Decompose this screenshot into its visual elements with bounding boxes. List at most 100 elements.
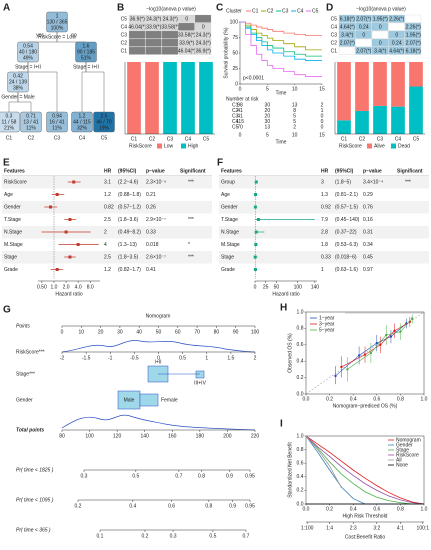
row-label: Pr( time < 1825 )	[16, 467, 54, 473]
significance-label: ***	[188, 217, 194, 223]
panel-letter: E	[3, 158, 10, 169]
x2-tick-label: 1:4	[326, 525, 333, 531]
hazard-point	[64, 230, 68, 234]
level-label: Male	[124, 397, 135, 403]
bar-segment	[145, 62, 159, 134]
column-header: HR	[104, 168, 112, 174]
hr-label: 1	[321, 267, 324, 273]
hazard-point	[72, 180, 76, 184]
risk-count: 30	[265, 102, 271, 108]
y-tick-label: 0.0	[297, 501, 304, 507]
x-tick-label: 0.4	[350, 506, 357, 512]
hr-label: 2	[104, 229, 107, 235]
y-axis-title: Survival probability (%)	[223, 27, 229, 78]
riskscore-tick-label: 1.5	[227, 355, 234, 361]
heat-cell	[145, 30, 162, 39]
cell-label: 2.07(*)	[340, 40, 355, 46]
y-tick-label: 100	[230, 19, 239, 25]
cell-label: 0	[379, 24, 382, 30]
hazard-point	[254, 243, 258, 246]
bar-segment	[337, 120, 351, 134]
risk-count: 30	[265, 119, 271, 125]
x-tick-label: 0.0	[303, 396, 310, 402]
cell-label: 36.9(*)	[196, 48, 211, 54]
cell-label: 0	[379, 40, 382, 46]
net-benefit-curve	[305, 435, 424, 505]
heat-cell	[145, 14, 162, 23]
bar-segment	[337, 62, 351, 121]
y-tick-label: 75	[232, 35, 238, 41]
legend-label: Dead	[398, 143, 410, 149]
x-tick-label: 0.2	[326, 506, 333, 512]
heat-cell	[404, 30, 422, 39]
bar-segment	[409, 86, 423, 134]
risk-count: 13	[265, 124, 271, 130]
ci-label: (1.8−3.6)	[118, 217, 138, 223]
hazard-point	[68, 255, 72, 259]
heat-cell	[128, 30, 146, 39]
ci-label: (0.82−1.7)	[118, 267, 141, 273]
bar-segment	[199, 62, 213, 134]
density-curve	[61, 414, 256, 431]
heat-cell	[338, 22, 356, 31]
points-tick-label: 100	[251, 329, 260, 335]
p-label: 0.16	[363, 217, 373, 223]
total-tick-label: 100	[85, 433, 94, 439]
legend-swatch	[391, 143, 396, 149]
total-tick-label: 160	[168, 433, 177, 439]
x-tick-label: C3	[377, 136, 384, 142]
tree-node	[46, 111, 68, 133]
x-tick-label: 15	[319, 86, 325, 92]
x2-tick-label: 3:2	[373, 525, 380, 531]
tree-node	[71, 111, 93, 133]
heat-cell	[194, 14, 212, 23]
row-band	[219, 176, 429, 189]
calibration-point	[385, 333, 388, 337]
hr-label: 1.3	[321, 192, 328, 198]
legend-swatch	[181, 143, 186, 149]
ci-label: (0.88−1.8)	[118, 192, 141, 198]
row-band	[219, 201, 429, 214]
level-box	[139, 393, 159, 407]
cell-label: 0.24	[392, 40, 402, 46]
feature-label: Stage	[4, 254, 17, 260]
heat-cell	[128, 22, 146, 31]
cell-label: 46.04(*)	[178, 48, 196, 54]
hazard-point	[256, 218, 260, 221]
feature-label: T.Stage	[4, 217, 21, 223]
risk-count: 2	[321, 102, 324, 108]
risk-count: 0	[321, 124, 324, 130]
hazard-point	[253, 255, 257, 259]
calibration-point	[389, 335, 393, 338]
node-percent: 100%	[51, 25, 64, 31]
x-tick-label: 0.50	[37, 284, 47, 290]
branch-no: no	[71, 32, 77, 38]
panel-letter: C	[216, 3, 223, 14]
heat-cell	[338, 14, 356, 23]
net-benefit-curve	[305, 435, 425, 505]
row-label: Points	[16, 323, 30, 329]
row-label: C4	[331, 24, 338, 30]
cell-label: 33.58(*)	[161, 24, 179, 30]
probability-tick-label: 0.9	[229, 503, 236, 509]
risk-count: 41	[237, 113, 243, 119]
significance-label: ***	[188, 254, 194, 260]
points-tick-label: 50	[156, 329, 162, 335]
node-percent: 11%	[52, 125, 62, 131]
y-axis-title: Standardized Net Benefit	[287, 442, 293, 498]
hr-label: 1.8	[321, 242, 328, 248]
legend-label: Nomogram	[396, 437, 421, 443]
total-tick-label: 140	[141, 433, 150, 439]
tree-node	[0, 111, 20, 133]
heat-cell	[338, 38, 356, 47]
split-rule: Gender = Male	[1, 94, 34, 100]
cell-label: 2.07(*)	[356, 16, 371, 22]
legend-label: RiskScore	[396, 452, 419, 458]
riskscore-tick-label: -1	[108, 355, 113, 361]
y-tick-label: 0.6	[297, 342, 304, 348]
legend-label: 1−year	[319, 315, 335, 321]
heat-cell	[388, 38, 405, 47]
hr-label: 1.2	[104, 267, 111, 273]
heat-cell	[128, 14, 146, 23]
plot-frame	[305, 311, 425, 395]
